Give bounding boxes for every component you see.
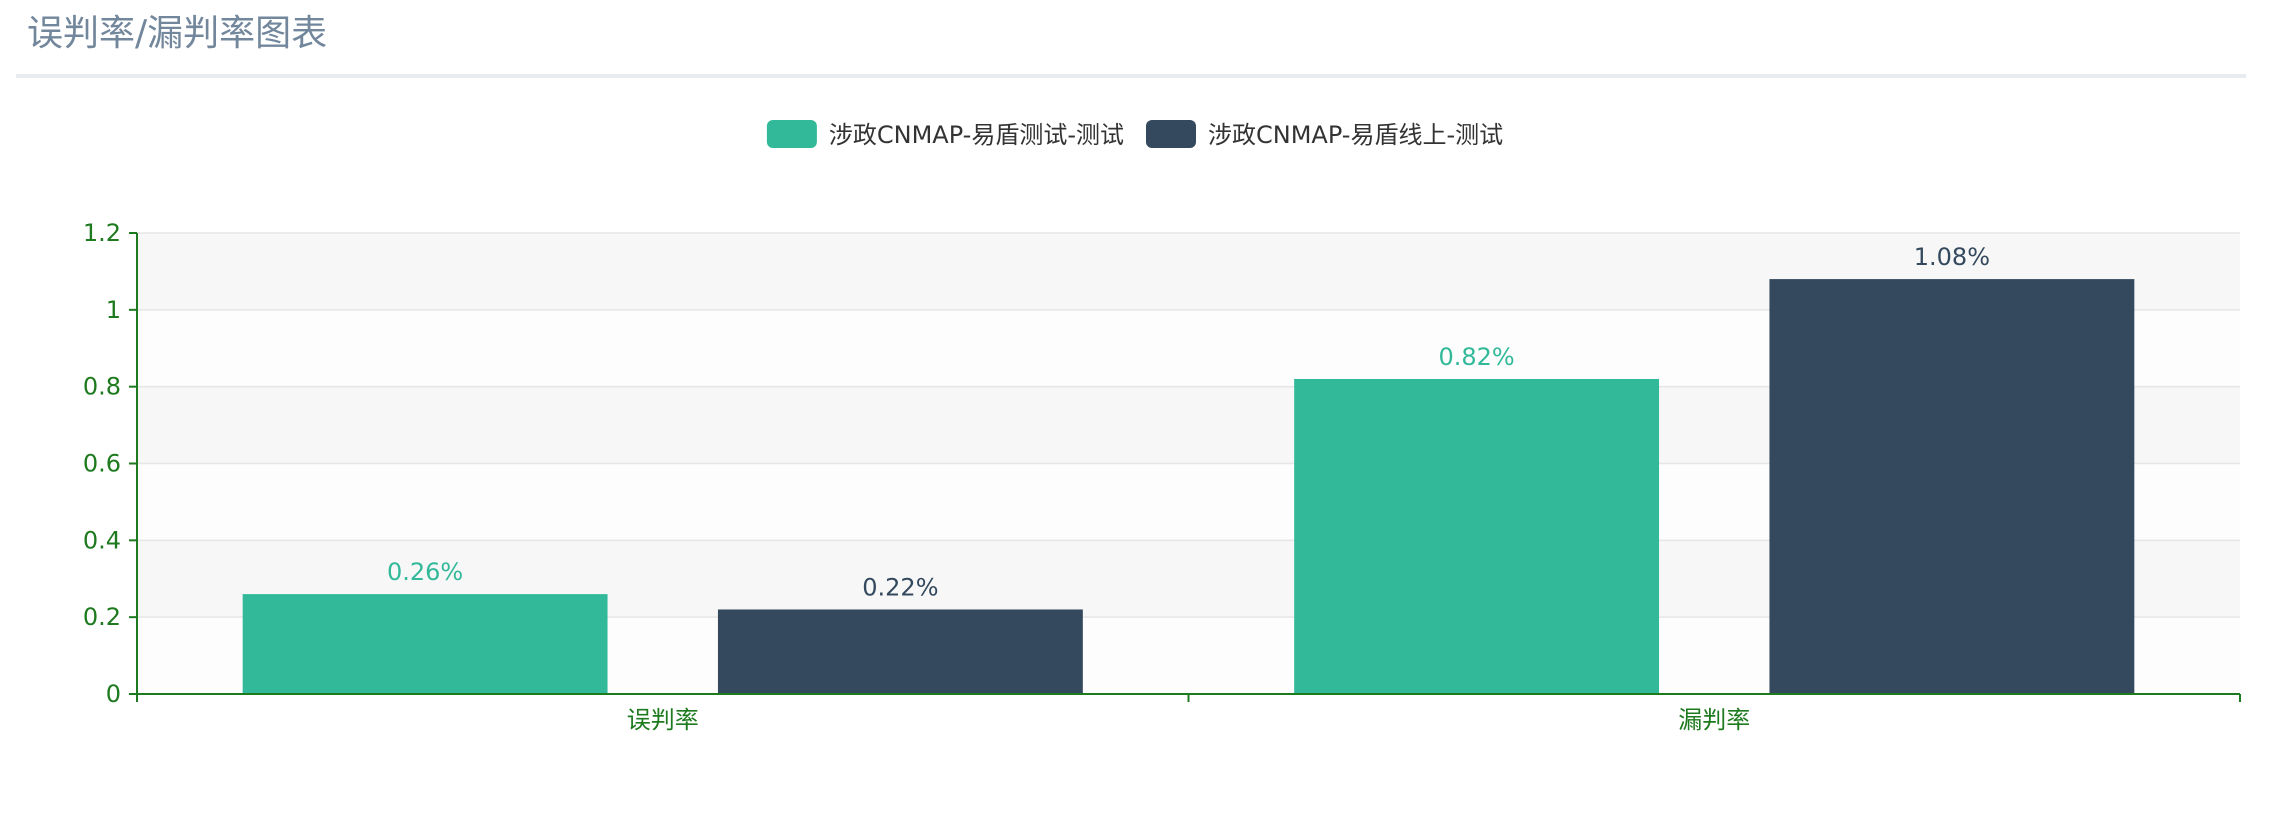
chart-bars: 0.26% 0.82% 0.22% 1.08% <box>242 243 2135 694</box>
bar[interactable] <box>242 594 608 694</box>
y-tick-label: 0.4 <box>83 526 121 554</box>
y-tick-label: 1.2 <box>83 219 121 247</box>
y-tick-label: 0 <box>106 680 121 708</box>
data-label: 1.08% <box>1914 243 1990 271</box>
x-tick-label: 误判率 <box>627 706 699 734</box>
data-label: 0.26% <box>387 558 463 586</box>
x-tick-label: 漏判率 <box>1678 706 1750 734</box>
legend-item[interactable]: 涉政CNMAP-易盾测试-测试 <box>766 120 1124 149</box>
data-label: 0.22% <box>862 573 938 601</box>
legend-label: 涉政CNMAP-易盾线上-测试 <box>1208 121 1503 149</box>
bar[interactable] <box>1769 279 2135 694</box>
y-tick-label: 0.6 <box>83 450 121 478</box>
legend-swatch <box>1146 120 1196 148</box>
chart-legend: 涉政CNMAP-易盾测试-测试 涉政CNMAP-易盾线上-测试 <box>766 120 1503 149</box>
chart-container: 涉政CNMAP-易盾测试-测试 涉政CNMAP-易盾线上-测试 0.26% 0.82… <box>0 90 2270 790</box>
panel-header: 误判率/漏判率图表 <box>16 0 2246 78</box>
chart-axes: 0 0.2 0.4 0.6 0.8 1 1.2 误判率 漏判率 <box>83 219 2241 734</box>
y-tick-label: 1 <box>106 296 121 324</box>
legend-swatch <box>766 120 817 148</box>
data-label: 0.82% <box>1438 343 1514 371</box>
bar-chart: 涉政CNMAP-易盾测试-测试 涉政CNMAP-易盾线上-测试 0.26% 0.82… <box>83 120 2241 734</box>
legend-item[interactable]: 涉政CNMAP-易盾线上-测试 <box>1146 120 1503 149</box>
panel-title: 误判率/漏判率图表 <box>27 13 328 54</box>
y-tick-label: 0.2 <box>83 603 121 631</box>
bar[interactable] <box>1294 378 1660 694</box>
y-tick-label: 0.8 <box>83 373 121 401</box>
legend-label: 涉政CNMAP-易盾测试-测试 <box>829 121 1124 149</box>
bar[interactable] <box>717 609 1083 694</box>
